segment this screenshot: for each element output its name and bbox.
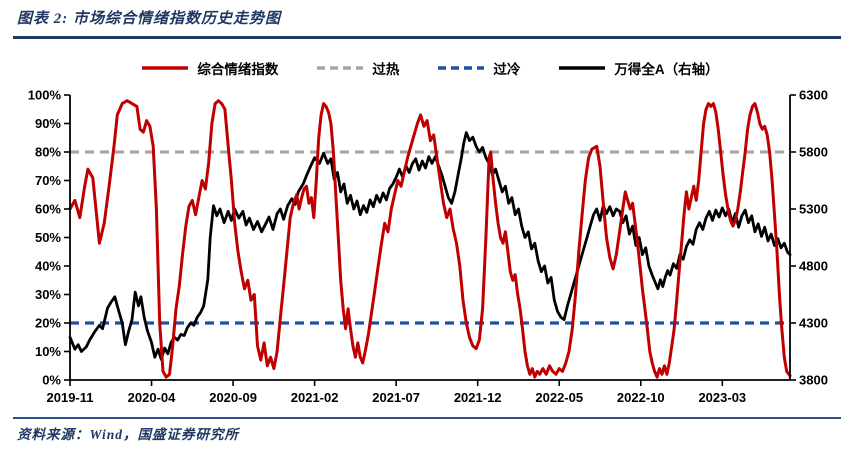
legend-item-sentiment: 综合情绪指数 [141,58,278,78]
right-tick-label: 5300 [799,202,828,217]
legend-label-sentiment: 综合情绪指数 [197,62,279,77]
x-tick-label: 2019-11 [47,390,94,405]
left-tick-label: 90% [35,116,61,131]
right-tick-label: 6300 [799,88,828,103]
left-tick-label: 50% [35,230,61,245]
left-tick-label: 60% [35,202,61,217]
legend-label-overcool: 过冷 [493,62,521,77]
series-wind-all-a [68,131,792,361]
left-tick-label: 80% [35,145,61,160]
figure-title: 图表 2: 市场综合情绪指数历史走势图 [17,11,281,27]
legend-item-wind-all-a: 万得全A（右轴） [558,58,719,78]
left-tick-label: 0% [42,373,61,388]
left-tick-label: 100% [28,88,62,103]
legend-swatch-overcool [438,66,485,70]
x-tick-label: 2022-05 [535,390,583,405]
x-tick-label: 2020-09 [209,390,257,405]
right-tick-label: 4800 [799,259,828,274]
legend-item-overcool: 过冷 [437,58,520,78]
right-tick-label: 3800 [799,373,828,388]
left-tick-label: 70% [35,173,61,188]
x-tick-label: 2021-07 [372,390,420,405]
x-tick-label: 2022-10 [617,390,665,405]
left-tick-label: 40% [35,259,61,274]
footer-source: 资料来源：Wind，国盛证券研究所 [17,427,240,442]
legend-item-overheat: 过热 [316,58,399,78]
x-tick-label: 2020-04 [128,390,176,405]
footer-rule [13,417,841,419]
left-tick-label: 30% [35,287,61,302]
legend-swatch-wind-all-a [559,66,606,70]
right-tick-label: 5800 [799,145,828,160]
legend-swatch-sentiment [142,66,189,70]
title-rule [13,36,841,39]
legend-label-wind-all-a: 万得全A（右轴） [614,62,719,77]
right-tick-label: 4300 [799,316,828,331]
series-sentiment [68,99,792,379]
x-tick-label: 2023-03 [698,390,746,405]
left-tick-label: 10% [35,344,61,359]
legend-swatch-overheat [317,66,364,70]
legend-label-overheat: 过热 [372,62,400,77]
x-tick-label: 2021-02 [291,390,339,405]
x-tick-label: 2021-12 [454,390,502,405]
legend: 综合情绪指数 过热 过冷 万得全A（右轴） [70,56,790,80]
left-tick-label: 20% [35,316,61,331]
